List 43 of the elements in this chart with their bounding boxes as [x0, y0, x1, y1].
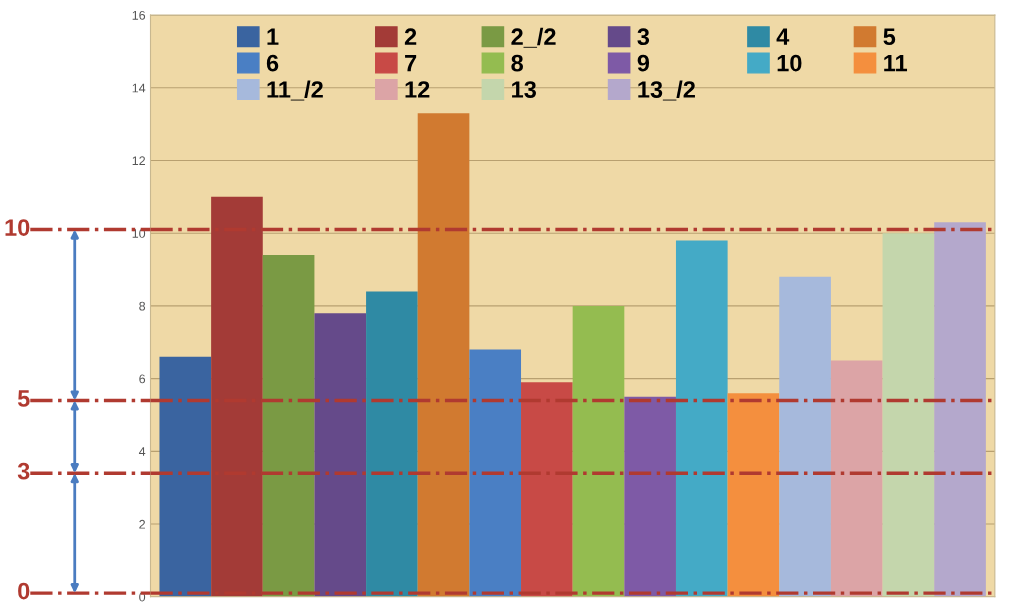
bar — [159, 356, 212, 597]
bar — [417, 113, 470, 597]
y-tick-label: 8 — [139, 301, 146, 311]
y-tick-label: 6 — [139, 374, 146, 384]
bar — [675, 240, 728, 597]
bar — [262, 255, 315, 597]
ref-line-label: 10 — [5, 219, 30, 236]
bar — [779, 276, 831, 597]
legend-label: 2_/2 — [511, 27, 556, 48]
bar — [366, 291, 418, 597]
legend-label: 13_/2 — [638, 80, 695, 101]
bar — [882, 233, 935, 597]
ref-line-label: 0 — [18, 582, 30, 600]
bar — [934, 222, 986, 597]
legend-label: 6 — [266, 54, 279, 72]
y-tick-label: 16 — [132, 10, 146, 20]
bar — [211, 196, 263, 597]
legend-label: 12 — [405, 81, 430, 98]
legend-label: 3 — [637, 28, 650, 46]
legend-label: 5 — [883, 28, 896, 46]
legend-label: 7 — [405, 54, 417, 72]
bar — [572, 305, 625, 597]
legend-label: 10 — [777, 54, 802, 72]
ref-line-label: 5 — [17, 390, 30, 407]
y-tick-label: 4 — [138, 447, 146, 456]
bar — [624, 396, 676, 597]
bar — [469, 349, 522, 597]
legend-label: 11_/2 — [267, 80, 323, 101]
legend-label: 13 — [512, 81, 536, 98]
bar — [727, 393, 780, 597]
legend-label: 9 — [637, 54, 650, 72]
bar — [521, 382, 573, 597]
legend-label: 11 — [884, 54, 908, 72]
y-tick-label: 14 — [132, 83, 146, 93]
legend-label: 4 — [776, 28, 790, 45]
legend-label: 8 — [511, 54, 523, 72]
legend-label: 2 — [404, 28, 417, 45]
ref-line-label: 3 — [17, 462, 30, 480]
legend-label: 1 — [267, 28, 279, 45]
y-tick-label: 12 — [132, 156, 145, 166]
bar — [314, 313, 367, 597]
y-tick-label: 2 — [139, 519, 145, 529]
bar — [830, 360, 883, 597]
